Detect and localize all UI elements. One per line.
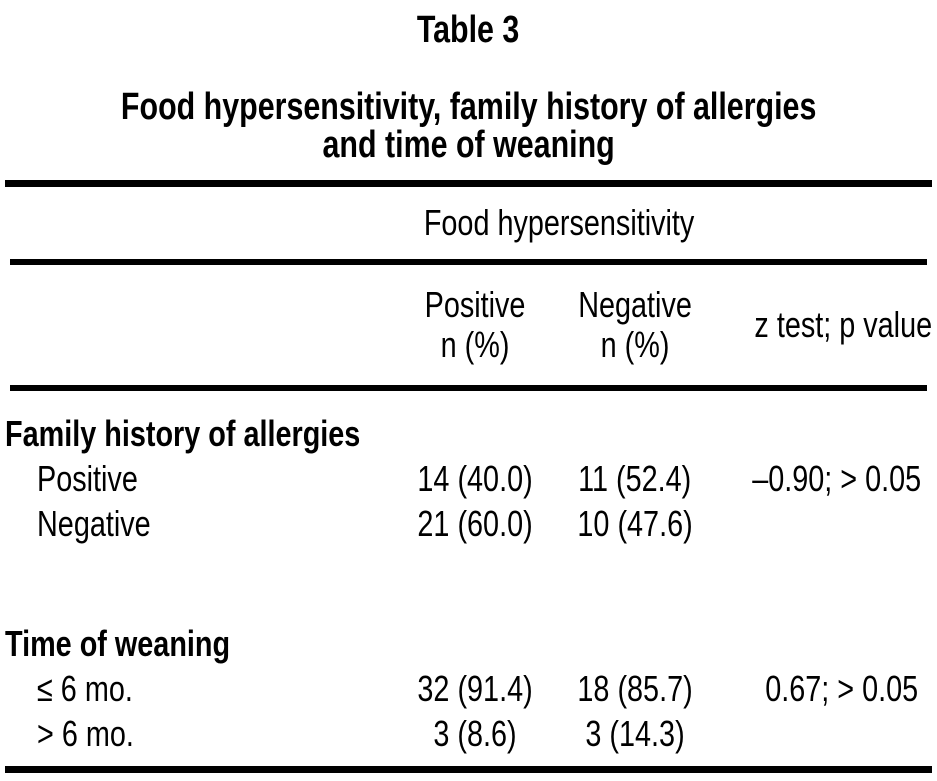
- negative-value: 3 (14.3): [585, 713, 685, 754]
- negative-column-header: Negative n (%): [578, 284, 692, 365]
- data-table: Food hypersensitivity Positive n (%) Neg…: [5, 187, 932, 756]
- top-rule: [5, 180, 932, 187]
- spanner-divider-rule: [10, 259, 927, 265]
- negative-value: 10 (47.6): [577, 503, 693, 544]
- negative-value: 11 (52.4): [578, 458, 692, 499]
- spanning-header-cell: Food hypersensitivity: [423, 202, 695, 243]
- table-caption-number: Table 3: [0, 8, 937, 52]
- positive-value: 3 (8.6): [433, 713, 517, 754]
- positive-value: 14 (40.0): [417, 458, 533, 499]
- table-row-family-positive: Positive 14 (40.0) 11 (52.4) –0.90; > 0.…: [5, 456, 932, 501]
- section-label: Family history of allergies: [5, 413, 361, 454]
- table-body: Family history of allergies Positive 14 …: [5, 391, 932, 756]
- table-title-line-1: Food hypersensitivity, family history of…: [120, 86, 817, 128]
- ztest-column-header: z test; p value: [754, 304, 933, 345]
- table-title-line-2: and time of weaning: [322, 124, 615, 166]
- table-row-weaning-after-6mo: > 6 mo. 3 (8.6) 3 (14.3): [5, 711, 932, 756]
- section-header-row-family-history: Family history of allergies: [5, 411, 932, 456]
- ztest-value: –0.90; > 0.05: [752, 458, 922, 499]
- row-label: > 6 mo.: [37, 713, 134, 754]
- ztest-value: [710, 711, 932, 756]
- table-row-family-negative: Negative 21 (60.0) 10 (47.6): [5, 501, 932, 546]
- row-label: Negative: [37, 503, 151, 544]
- section-gap: [5, 546, 932, 621]
- section-header-row-time-of-weaning: Time of weaning: [5, 621, 932, 666]
- positive-column-header: Positive n (%): [424, 284, 526, 365]
- row-label: ≤ 6 mo.: [37, 668, 133, 709]
- positive-value: 32 (91.4): [417, 668, 533, 709]
- positive-value: 21 (60.0): [417, 503, 533, 544]
- table-caption-number-text: Table 3: [417, 9, 520, 51]
- header-body-divider-rule: [10, 385, 927, 391]
- section-label: Time of weaning: [5, 623, 231, 664]
- table-row-weaning-before-6mo: ≤ 6 mo. 32 (91.4) 18 (85.7) 0.67; > 0.05: [5, 666, 932, 711]
- ztest-value: 0.67; > 0.05: [765, 668, 918, 709]
- spanning-header-row: Food hypersensitivity: [5, 187, 932, 259]
- bottom-rule: [5, 766, 932, 773]
- row-label: Positive: [37, 458, 138, 499]
- negative-value: 18 (85.7): [577, 668, 693, 709]
- table-title: Food hypersensitivity, family history of…: [0, 88, 937, 164]
- column-header-row: Positive n (%) Negative n (%) z test; p …: [5, 265, 933, 385]
- ztest-value: [710, 501, 932, 546]
